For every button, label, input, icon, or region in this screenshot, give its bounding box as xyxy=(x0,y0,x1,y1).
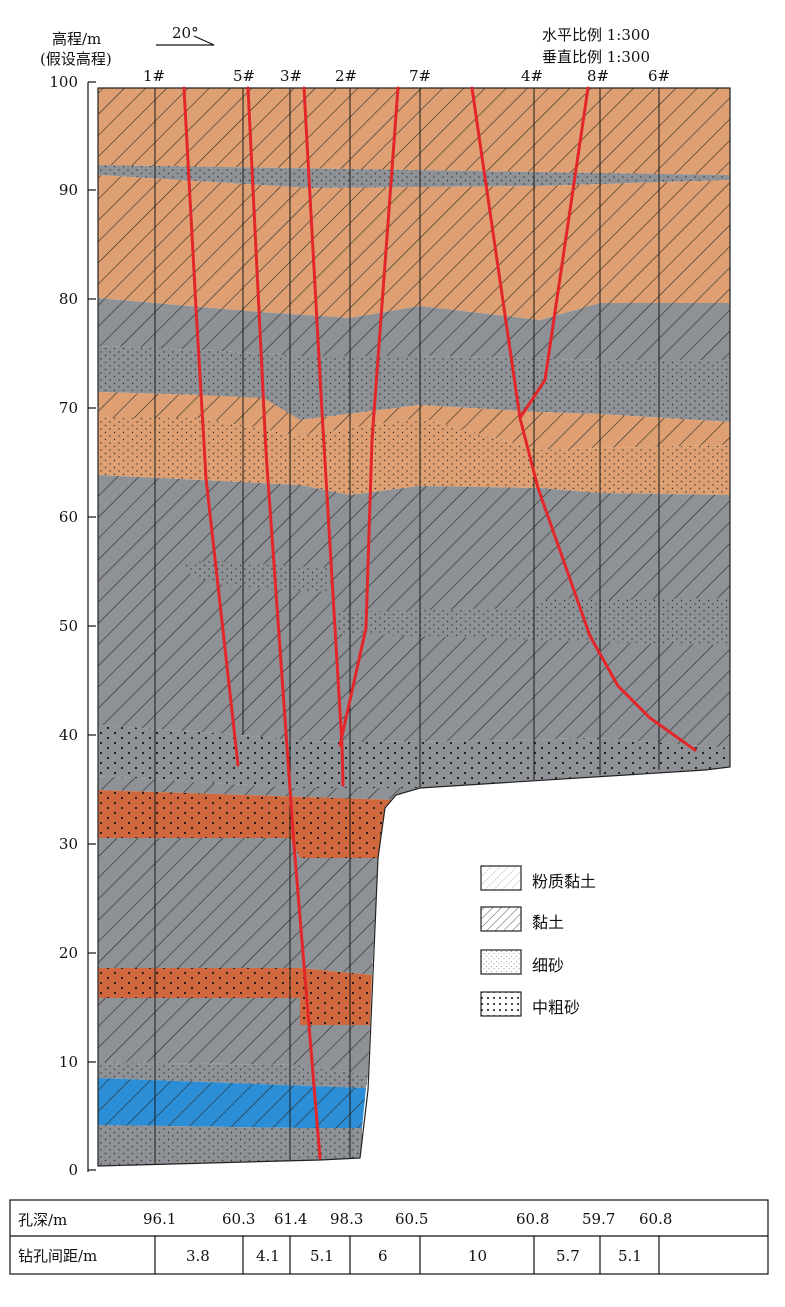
borehole-label-1: 1# xyxy=(143,67,166,85)
table-depth-cell: 59.7 xyxy=(582,1210,616,1228)
legend-label-silty-clay: 粉质黏土 xyxy=(532,872,597,891)
fault-line-f xyxy=(518,86,590,420)
table-spacing-cell: 4.1 xyxy=(256,1247,280,1265)
y-tick-50: 50 xyxy=(58,617,78,635)
y-tick-40: 40 xyxy=(58,726,78,744)
borehole-lines xyxy=(154,88,660,1166)
horizontal-scale-label: 水平比例 1:300 xyxy=(542,26,650,44)
borehole-label-6: 6# xyxy=(648,67,671,85)
fault-lines xyxy=(182,86,697,1160)
fault-line-c xyxy=(302,86,345,787)
table-spacing-cell: 5.1 xyxy=(310,1247,334,1265)
borehole-label-2: 2# xyxy=(335,67,358,85)
data-table-grid xyxy=(9,1199,769,1275)
table-depth-cell: 60.8 xyxy=(516,1210,550,1228)
table-spacing-cell: 3.8 xyxy=(186,1247,210,1265)
table-spacing-cell: 5.7 xyxy=(556,1247,580,1265)
fault-line-d xyxy=(338,86,400,747)
legend-label-fine-sand: 细砂 xyxy=(532,956,565,975)
y-axis-subtitle: (假设高程) xyxy=(40,50,112,68)
table-row-label-spacing: 钻孔间距/m xyxy=(18,1247,98,1265)
table-spacing-cell: 6 xyxy=(378,1247,388,1265)
legend-label-clay: 黏土 xyxy=(532,913,565,932)
table-row-label-depth: 孔深/m xyxy=(18,1211,68,1229)
y-tick-60: 60 xyxy=(58,508,78,526)
y-tick-20: 20 xyxy=(58,944,78,962)
y-tick-90: 90 xyxy=(58,181,78,199)
table-depth-cell: 96.1 xyxy=(143,1210,177,1228)
borehole-label-7: 7# xyxy=(409,67,432,85)
table-depth-cell: 61.4 xyxy=(274,1210,308,1228)
y-axis xyxy=(87,81,96,1172)
borehole-label-4: 4# xyxy=(521,67,544,85)
section-outline xyxy=(97,87,731,1167)
dip-angle-label: 20° xyxy=(172,24,199,42)
table-depth-cell: 60.5 xyxy=(395,1210,429,1228)
borehole-label-8: 8# xyxy=(587,67,610,85)
fault-line-a xyxy=(182,86,240,767)
legend-label-coarse-sand: 中粗砂 xyxy=(532,998,581,1017)
table-spacing-cell: 10 xyxy=(468,1247,488,1265)
fault-line-b xyxy=(246,86,322,1160)
dip-arrow xyxy=(156,35,215,46)
y-tick-100: 100 xyxy=(49,73,78,91)
strata xyxy=(98,88,730,1166)
borehole-label-5: 5# xyxy=(233,67,256,85)
vertical-scale-label: 垂直比例 1:300 xyxy=(542,48,650,66)
table-depth-cell: 60.8 xyxy=(639,1210,673,1228)
y-tick-0: 0 xyxy=(68,1161,78,1179)
y-tick-70: 70 xyxy=(58,399,78,417)
y-tick-30: 30 xyxy=(58,835,78,853)
borehole-label-3: 3# xyxy=(280,67,303,85)
y-tick-80: 80 xyxy=(58,290,78,308)
table-depth-cell: 98.3 xyxy=(330,1210,364,1228)
y-axis-title: 高程/m xyxy=(52,30,102,48)
y-tick-10: 10 xyxy=(58,1053,78,1071)
table-depth-cell: 60.3 xyxy=(222,1210,256,1228)
table-spacing-cell: 5.1 xyxy=(618,1247,642,1265)
legend-swatches xyxy=(480,865,522,1017)
